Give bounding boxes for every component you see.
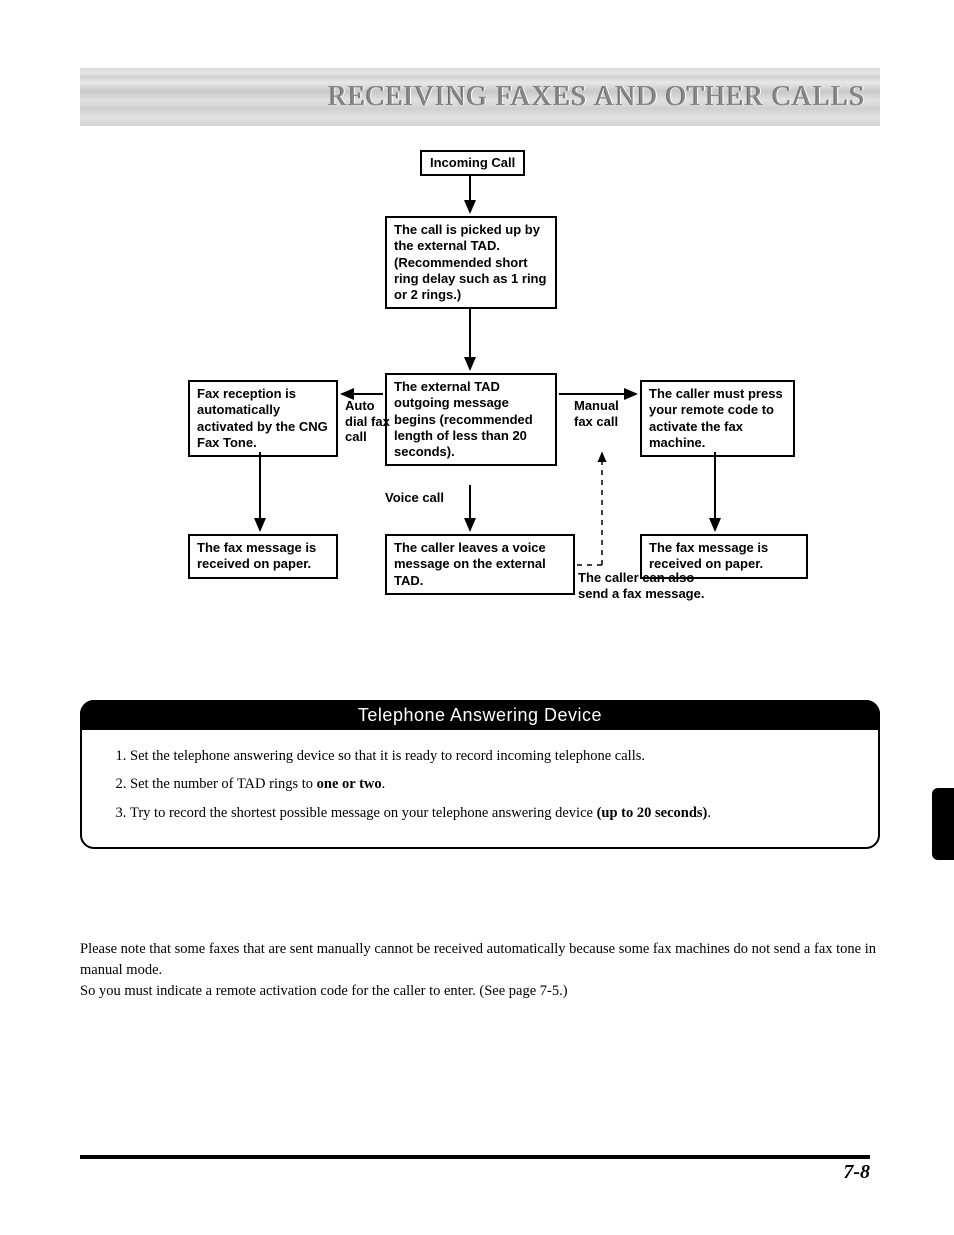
footer-rule [80,1155,870,1159]
box-incoming-call: Incoming Call [420,150,525,176]
tad-panel: Telephone Answering Device Set the telep… [80,700,880,849]
tad-item-text: Set the telephone answering device so th… [130,748,645,764]
tad-item-text: Set the number of TAD rings to [130,776,317,792]
note-block: Please note that some faxes that are sen… [80,939,880,1002]
tad-item: Try to record the shortest possible mess… [130,803,858,823]
label-caller-also: The caller can also send a fax message. [578,570,708,601]
tad-item-text: Try to record the shortest possible mess… [130,805,597,821]
header-band: RECEIVING FAXES AND OTHER CALLS [80,68,880,126]
box-ogm: The external TAD outgoing message begins… [385,373,557,466]
note-p1: Please note that some faxes that are sen… [80,939,880,981]
page-number: 7-8 [80,1161,870,1184]
flowchart: Incoming Call The call is picked up by t… [80,150,880,670]
label-manual-fax: Manual fax call [574,398,630,429]
box-call-picked-up: The call is picked up by the external TA… [385,216,557,309]
box-voice-message: The caller leaves a voice message on the… [385,534,575,595]
tad-item: Set the number of TAD rings to one or tw… [130,774,858,794]
tad-panel-header: Telephone Answering Device [80,700,880,730]
note-p2: So you must indicate a remote activation… [80,981,880,1002]
tad-list: Set the telephone answering device so th… [102,746,858,823]
box-fax-on-paper-left: The fax message is received on paper. [188,534,338,579]
label-voice-call: Voice call [385,490,444,506]
tad-item: Set the telephone answering device so th… [130,746,858,766]
page-content: RECEIVING FAXES AND OTHER CALLS Incoming… [80,68,880,1002]
page-footer: 7-8 [80,1155,870,1184]
label-auto-dial: Auto dial fax call [345,398,393,445]
box-fax-reception: Fax reception is automatically activated… [188,380,338,457]
thumb-tab [932,788,954,860]
page-title: RECEIVING FAXES AND OTHER CALLS [328,81,866,113]
box-caller-remote: The caller must press your remote code t… [640,380,795,457]
